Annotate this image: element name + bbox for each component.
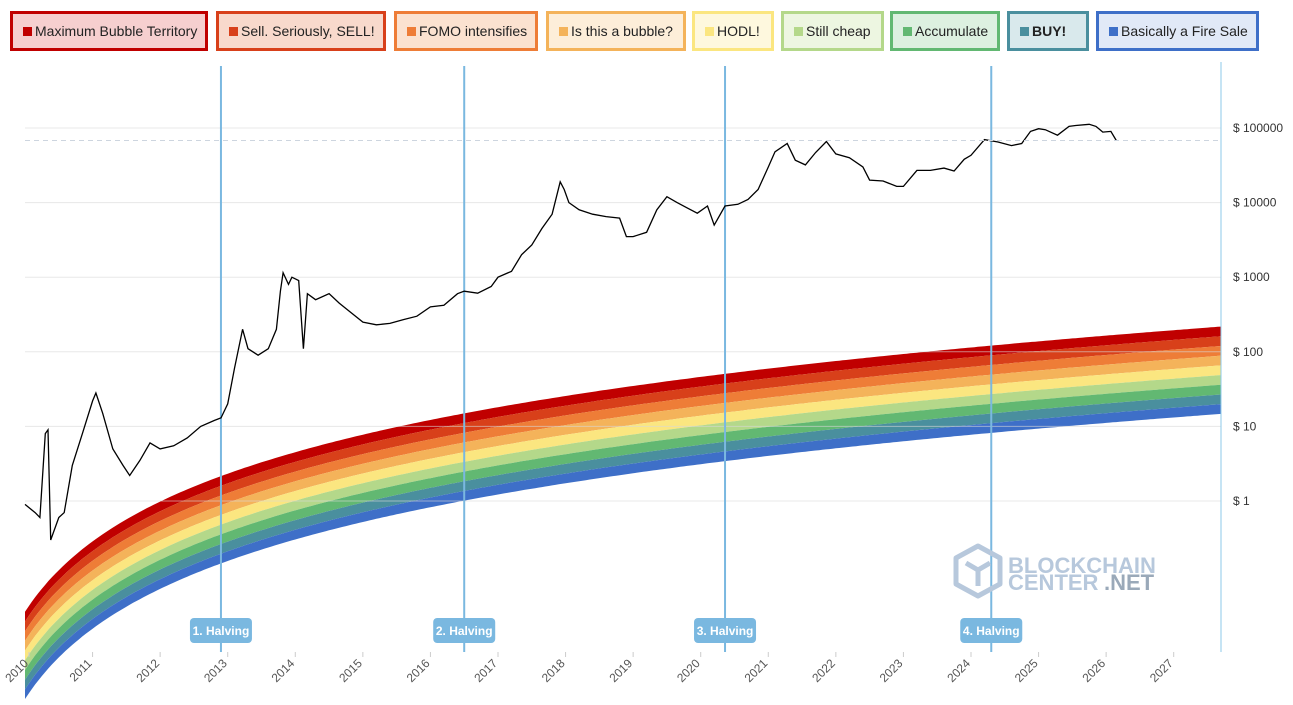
x-tick-label-16: 2026 xyxy=(1079,656,1108,685)
legend-button-1[interactable]: Sell. Seriously, SELL! xyxy=(216,11,386,51)
legend-swatch xyxy=(23,26,32,36)
x-tick-label-12: 2022 xyxy=(809,656,838,685)
legend-button-0[interactable]: Maximum Bubble Territory xyxy=(10,11,208,51)
legend-label: Maximum Bubble Territory xyxy=(35,23,198,39)
legend-label: FOMO intensifies xyxy=(419,23,528,39)
legend-label: Still cheap xyxy=(806,23,871,39)
watermark-line2: CENTER xyxy=(1008,570,1099,595)
legend-button-6[interactable]: Accumulate xyxy=(890,11,1000,51)
legend-swatch xyxy=(559,26,568,36)
legend-button-8[interactable]: Basically a Fire Sale xyxy=(1096,11,1259,51)
legend-swatch xyxy=(903,26,912,36)
halving-label-1: 2. Halving xyxy=(436,624,493,638)
legend-label: Sell. Seriously, SELL! xyxy=(241,23,375,39)
legend-button-7[interactable]: BUY! xyxy=(1007,11,1089,51)
x-tick-label-9: 2019 xyxy=(606,656,635,685)
legend-label: BUY! xyxy=(1032,23,1067,39)
x-tick-label-4: 2014 xyxy=(269,656,298,685)
halving-badge-2 xyxy=(694,618,757,643)
y-tick-label-4: $ 10000 xyxy=(1233,196,1277,210)
legend-button-3[interactable]: Is this a bubble? xyxy=(546,11,686,51)
y-tick-label-5: $ 100000 xyxy=(1233,121,1283,135)
x-tick-label-8: 2018 xyxy=(539,656,568,685)
legend-swatch xyxy=(229,26,238,36)
x-tick-label-13: 2023 xyxy=(877,656,906,685)
x-tick-label-10: 2020 xyxy=(674,656,703,685)
watermark-line1: BLOCKCHAIN xyxy=(1008,553,1156,578)
legend-swatch xyxy=(794,26,803,36)
y-tick-label-2: $ 100 xyxy=(1233,345,1263,359)
cube-icon xyxy=(953,543,1003,599)
x-tick-label-14: 2024 xyxy=(944,656,973,685)
legend-swatch xyxy=(705,26,714,36)
halving-label-0: 1. Halving xyxy=(193,624,250,638)
x-tick-label-3: 2013 xyxy=(201,656,230,685)
x-tick-label-7: 2017 xyxy=(471,656,500,685)
halving-badge-0 xyxy=(189,618,252,643)
legend-button-4[interactable]: HODL! xyxy=(692,11,774,51)
x-tick-label-6: 2016 xyxy=(404,656,433,685)
x-tick-label-1: 2011 xyxy=(67,656,95,684)
y-tick-label-0: $ 1 xyxy=(1233,494,1250,508)
legend-swatch xyxy=(1109,26,1118,36)
halving-badge-1 xyxy=(433,618,496,643)
x-tick-label-11: 2021 xyxy=(742,656,771,685)
halving-label-2: 3. Halving xyxy=(697,624,754,638)
rainbow-bands xyxy=(25,326,1221,699)
y-tick-label-1: $ 10 xyxy=(1233,419,1257,433)
legend-label: Accumulate xyxy=(915,23,989,39)
legend: Maximum Bubble Territory Sell. Seriously,… xyxy=(0,0,1293,62)
legend-label: Basically a Fire Sale xyxy=(1121,23,1248,39)
legend-button-5[interactable]: Still cheap xyxy=(781,11,884,51)
halving-label-3: 4. Halving xyxy=(963,624,1020,638)
legend-swatch xyxy=(407,26,416,36)
gridlines xyxy=(25,127,1221,502)
watermark-line3: .NET xyxy=(1104,570,1155,595)
legend-button-2[interactable]: FOMO intensifies xyxy=(394,11,538,51)
price-line xyxy=(24,123,1117,541)
y-tick-label-3: $ 1000 xyxy=(1233,270,1270,284)
x-tick-label-2: 2012 xyxy=(133,656,162,685)
legend-label: Is this a bubble? xyxy=(571,23,673,39)
x-tick-label-15: 2025 xyxy=(1012,656,1041,685)
y-axis-ticks: $ 1 $ 10 $ 100 $ 1000 $ 10000 $ 100000 xyxy=(1233,121,1283,508)
halving-badge-3 xyxy=(960,618,1023,643)
x-axis-ticks: 2010 2011 2012 2013 2014 2015 2016 2017 2018 2019… xyxy=(2,652,1176,685)
legend-swatch xyxy=(1020,26,1029,36)
x-tick-label-17: 2027 xyxy=(1147,656,1176,685)
x-tick-label-5: 2015 xyxy=(336,656,365,685)
legend-label: HODL! xyxy=(717,23,760,39)
